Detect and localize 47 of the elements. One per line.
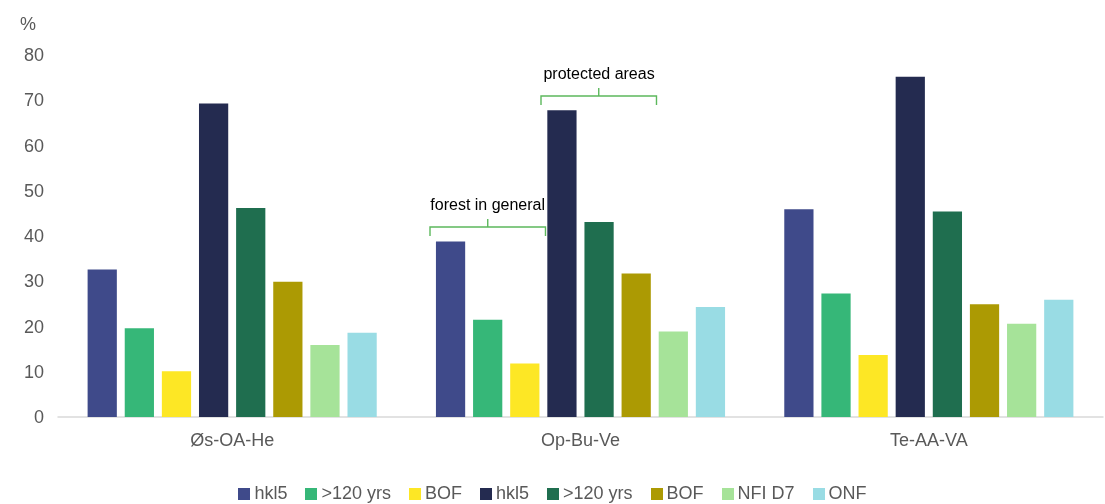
y-tick-label: 30 [23,271,44,292]
legend-label: BOF [666,483,704,504]
bar [858,355,888,417]
legend-label: NFI D7 [737,483,795,504]
legend-label: hkl5 [254,483,288,504]
bar [273,281,303,417]
bar [1007,323,1037,417]
bar [435,241,466,417]
y-tick-label: 50 [23,180,44,201]
y-tick-label: 10 [23,361,44,382]
bar [621,273,651,417]
y-tick-label: 40 [23,226,44,246]
bar [695,307,726,417]
legend-label: >120 yrs [563,483,633,504]
bar [87,269,117,417]
y-tick-label: 80 [23,45,44,65]
bar [236,207,266,417]
bar [347,332,377,417]
bar [124,328,154,417]
bar [895,76,925,417]
y-axis-title: % [19,14,36,34]
bar [198,103,229,417]
bar [547,110,577,417]
bar [932,211,963,417]
x-tick-label: Øs-OA-He [190,430,275,450]
y-tick-label: 70 [23,90,44,111]
bar [473,319,503,417]
legend-label: hkl5 [495,483,530,504]
bar [784,209,814,417]
annotation: protected areas [543,65,655,84]
bar [969,304,1000,417]
bar [510,363,540,417]
bar [1044,299,1074,417]
annotation: forest in general [430,196,546,215]
legend-label: ONF [828,483,867,504]
x-tick-label: Te-AA-VA [889,430,968,450]
bar [161,371,192,417]
legend-label: >120 yrs [321,483,391,504]
y-tick-label: 0 [33,407,44,427]
bar [658,331,688,417]
y-tick-label: 60 [23,135,44,156]
bar [584,221,614,417]
x-tick-label: Op-Bu-Ve [540,430,621,450]
bar [310,345,340,417]
y-tick-label: 20 [23,316,44,337]
bar [821,293,851,417]
legend-label: BOF [424,483,462,504]
